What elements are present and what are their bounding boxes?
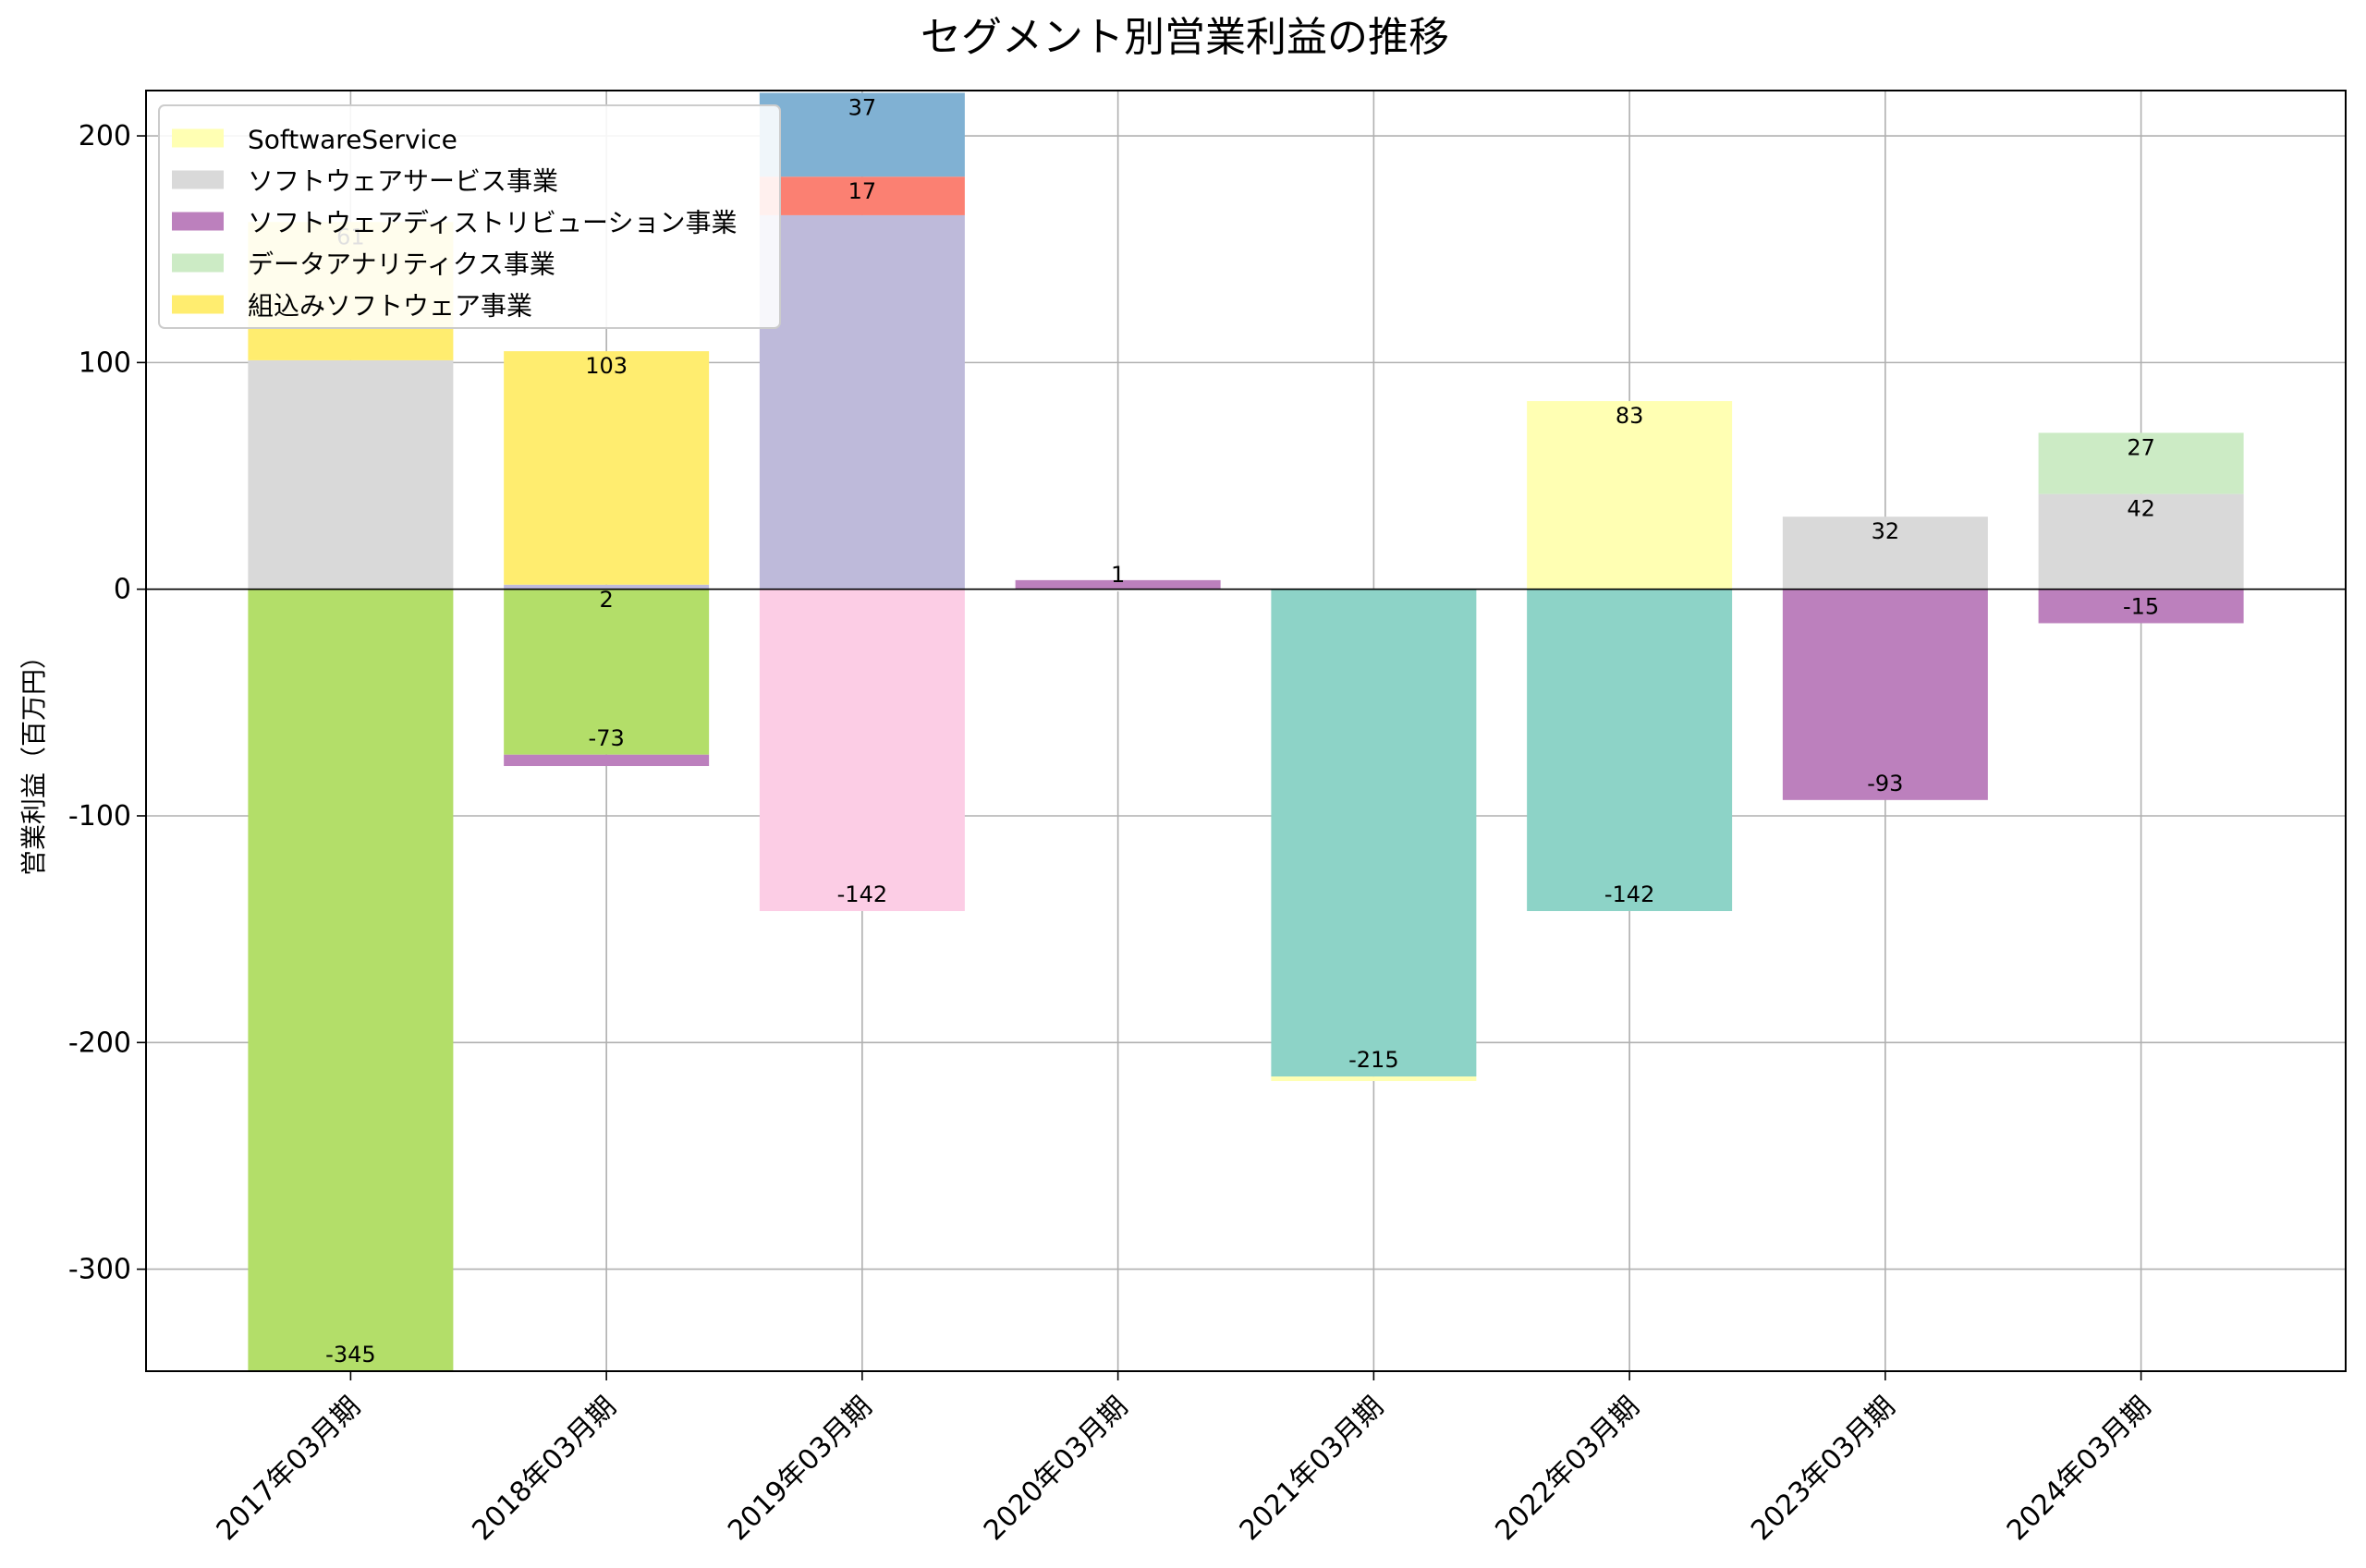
bar-segment [248, 359, 454, 590]
legend-swatch [172, 295, 224, 314]
bar-value-label: 42 [2127, 496, 2155, 522]
bar-segment [2038, 432, 2244, 494]
bar-segment [504, 754, 710, 767]
x-tick-label: 2019年03月期 [722, 1391, 878, 1547]
legend-label: ソフトウェアディストリビューション事業 [248, 208, 737, 238]
bar-value-label: 17 [848, 178, 877, 204]
x-tick-label: 2020年03月期 [978, 1391, 1134, 1547]
bar-segment [1015, 579, 1221, 590]
bar-value-label: -215 [1348, 1047, 1398, 1073]
y-tick-label: 100 [79, 346, 131, 379]
plot-frame [145, 90, 2347, 1372]
bar-segment [2038, 493, 2244, 590]
y-axis-title: 営業利益（百万円） [18, 643, 49, 876]
bar-value-label: 27 [2127, 434, 2155, 460]
x-tick-label: 2023年03月期 [1745, 1391, 1901, 1547]
bar-segment [759, 214, 965, 590]
x-tick-label: 2021年03月期 [1234, 1391, 1390, 1547]
legend-box [158, 104, 781, 329]
legend-label: 組込みソフトウェア事業 [248, 291, 532, 322]
bar-segment [504, 589, 710, 755]
bar-value-label: 2 [599, 587, 613, 613]
bar-segment [504, 351, 710, 585]
bar-segment [1527, 401, 1733, 590]
bar-segment [1271, 1076, 1477, 1082]
bar-segment [1527, 589, 1733, 912]
bar-segment [248, 589, 454, 1371]
legend-label: ソフトウェアサービス事業 [248, 166, 558, 197]
y-tick-label: -300 [68, 1254, 131, 1286]
y-tick-label: 0 [114, 574, 131, 606]
bar-segment [759, 589, 965, 912]
y-tick-label: -100 [68, 800, 131, 833]
chart-title: セグメント別営業利益の推移 [921, 14, 1449, 61]
bar-segment [1782, 517, 1988, 590]
bar-segment [759, 92, 965, 177]
bar-segment [1782, 589, 1988, 800]
legend: SoftwareService ソフトウェアサービス事業ソフトウェアディストリビュ… [158, 104, 781, 329]
bar-value-label: -93 [1867, 771, 1903, 796]
bar-value-label: -142 [837, 881, 887, 907]
bar-segment [2038, 589, 2244, 624]
bar-segment [504, 584, 710, 590]
legend-swatch [172, 212, 224, 231]
x-tick-label: 2017年03月期 [211, 1391, 367, 1547]
bar-value-label: 83 [1616, 403, 1644, 429]
legend-swatch [172, 253, 224, 273]
bar-value-label: -15 [2123, 593, 2159, 619]
x-tick-label: 2022年03月期 [1489, 1391, 1645, 1547]
legend-swatch [172, 170, 224, 189]
bar-value-label: 32 [1872, 518, 1900, 544]
bar-segment [1015, 589, 1221, 592]
x-tick-label: 2024年03月期 [2001, 1391, 2157, 1547]
bar-segment [759, 176, 965, 215]
y-tick-label: 200 [79, 120, 131, 152]
legend-swatch [172, 128, 224, 148]
bar-segment [1271, 589, 1477, 1077]
bar-value-label: -73 [589, 725, 625, 751]
x-tick-label: 2018年03月期 [466, 1391, 622, 1547]
bar-group [248, 92, 2244, 1371]
bar-value-label: -142 [1604, 881, 1654, 907]
bars-layer [248, 92, 2244, 1371]
bar-value-label: -345 [325, 1342, 375, 1367]
bar-value-label: 37 [848, 94, 877, 120]
bar-value-label: 103 [585, 353, 628, 379]
bar-value-label: 1 [1111, 562, 1125, 588]
legend-label: データアナリティクス事業 [248, 249, 555, 280]
legend-label: SoftwareService [248, 125, 457, 155]
y-tick-label: -200 [68, 1027, 131, 1059]
